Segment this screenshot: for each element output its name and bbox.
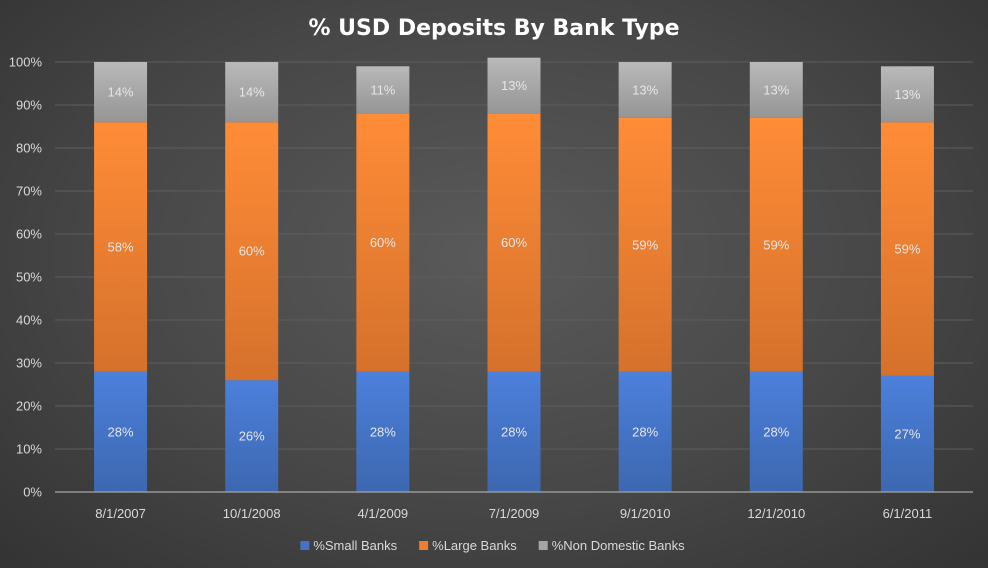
bar-segment: [225, 62, 279, 123]
y-tick-label: 80%: [16, 141, 42, 156]
legend: %Small Banks %Large Banks %Non Domestic Ba…: [300, 538, 685, 553]
bar-segment: [487, 113, 541, 372]
bar-segment: [94, 371, 148, 492]
x-tick-label: 10/1/2008: [223, 506, 281, 521]
y-tick-label: 10%: [16, 442, 42, 457]
bar-segment: [880, 122, 934, 376]
data-label: 27%: [894, 426, 920, 441]
data-label: 26%: [239, 429, 265, 444]
y-tick-label: 20%: [16, 399, 42, 414]
data-label: 58%: [108, 239, 134, 254]
data-label: 28%: [763, 424, 789, 439]
bar-segment: [618, 371, 672, 492]
legend-label: %Non Domestic Banks: [552, 538, 685, 553]
x-tick-label: 12/1/2010: [747, 506, 805, 521]
y-tick-label: 100%: [9, 55, 43, 70]
legend-swatch: [419, 541, 429, 550]
x-axis-ticks: 8/1/2007 10/1/2008 4/1/2009 7/1/2009 9/1/201…: [95, 506, 932, 521]
bar-segment: [487, 371, 541, 492]
data-label: 13%: [501, 78, 527, 93]
bars: [94, 57, 934, 492]
data-label: 28%: [632, 424, 658, 439]
data-label: 28%: [370, 424, 396, 439]
y-tick-label: 70%: [16, 184, 42, 199]
bar-segment: [94, 62, 148, 123]
bar-segment: [880, 375, 934, 492]
bar-segment: [225, 122, 279, 381]
y-tick-label: 0%: [23, 485, 42, 500]
bar-segment: [356, 113, 410, 372]
bar-segment: [356, 371, 410, 492]
data-label: 59%: [894, 242, 920, 257]
data-label: 14%: [108, 85, 134, 100]
data-label: 60%: [501, 235, 527, 250]
bar-segment: [487, 57, 541, 114]
y-tick-label: 30%: [16, 356, 42, 371]
legend-swatch: [300, 541, 310, 550]
x-tick-label: 8/1/2007: [95, 506, 146, 521]
data-label: 28%: [108, 424, 134, 439]
data-label: 11%: [370, 82, 395, 97]
bar-segment: [356, 66, 410, 114]
data-label: 13%: [632, 82, 658, 97]
x-tick-label: 7/1/2009: [489, 506, 540, 521]
y-axis-ticks: 0% 10% 20% 30% 40% 50% 60% 70% 80% 90% 100%: [9, 55, 43, 500]
x-tick-label: 4/1/2009: [358, 506, 409, 521]
data-label: 13%: [763, 82, 789, 97]
bar-segment: [618, 117, 672, 372]
chart-title: % USD Deposits By Bank Type: [308, 16, 679, 41]
bar-segment: [749, 117, 803, 372]
data-label: 59%: [763, 237, 789, 252]
x-tick-label: 6/1/2011: [883, 506, 933, 521]
data-label: 59%: [632, 237, 658, 252]
y-tick-label: 60%: [16, 227, 42, 242]
bar-segment: [880, 66, 934, 123]
legend-label: %Small Banks: [313, 538, 397, 553]
data-label: 60%: [370, 235, 396, 250]
legend-label: %Large Banks: [432, 538, 517, 553]
bar-segment: [94, 122, 148, 372]
x-tick-label: 9/1/2010: [620, 506, 671, 521]
legend-swatch: [538, 541, 548, 550]
y-tick-label: 50%: [16, 270, 42, 285]
data-label: 13%: [894, 87, 920, 102]
bar-segment: [749, 62, 803, 118]
bar-segment: [749, 371, 803, 492]
data-label: 14%: [239, 85, 265, 100]
data-label: 28%: [501, 424, 527, 439]
bar-segment: [618, 62, 672, 118]
bar-segment: [225, 380, 279, 492]
y-tick-label: 90%: [16, 98, 42, 113]
data-labels: 28% 58% 14% 26% 60% 14% 28% 60% 11% 28% 60% 13% 28% 5…: [108, 78, 921, 443]
data-label: 60%: [239, 244, 265, 259]
y-tick-label: 40%: [16, 313, 42, 328]
